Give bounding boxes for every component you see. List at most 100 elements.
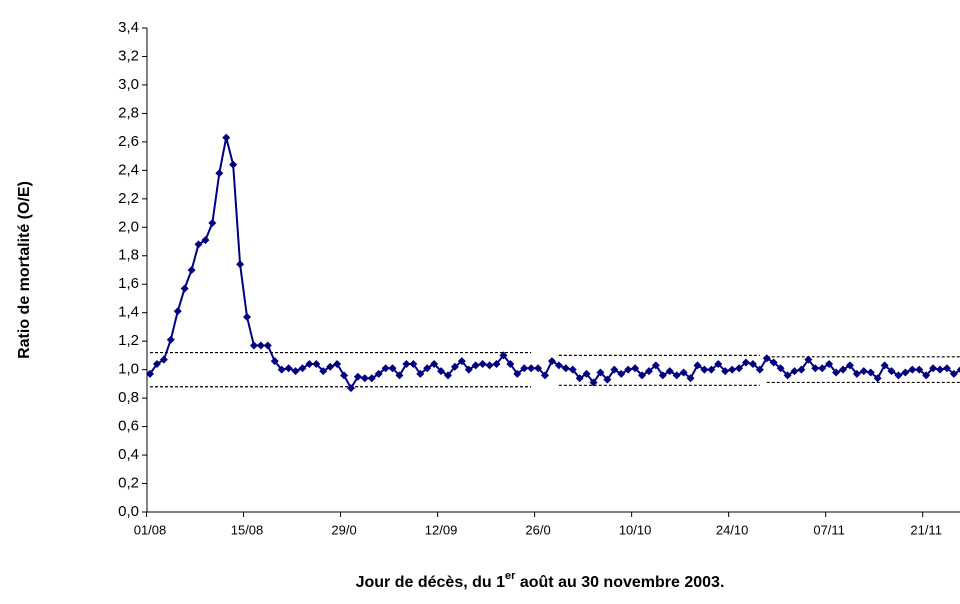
data-point [340,371,349,380]
data-point [603,375,612,384]
data-point [215,169,224,178]
data-point [360,374,369,383]
data-point [762,354,771,363]
y-tick-label: 1,8 [118,247,139,264]
data-point [346,384,355,393]
data-point [333,359,342,368]
data-point [520,364,529,373]
data-point [568,365,577,374]
data-point [929,364,938,373]
data-point [804,355,813,364]
data-point [263,341,272,350]
x-title-sup: er [505,570,516,582]
x-tick-label: 12/09 [425,522,458,537]
data-point [388,364,397,373]
x-tick-label: 21/11 [910,522,942,537]
data-point [686,374,695,383]
data-point [471,361,480,370]
data-point [679,368,688,377]
data-point [374,369,383,378]
y-tick-label: 2,8 [118,104,139,121]
data-point [936,365,945,374]
data-point [249,341,258,350]
data-point [506,359,515,368]
data-point [610,365,619,374]
data-point [201,236,210,245]
data-point [464,365,473,374]
data-point [665,367,674,376]
y-tick-label: 3,2 [118,47,139,64]
data-point [790,367,799,376]
data-point [825,359,834,368]
data-point [367,374,376,383]
data-point [845,361,854,370]
data-point [541,371,550,380]
data-point [880,361,889,370]
data-point [949,369,958,378]
data-point [194,240,203,249]
data-point [589,378,598,387]
data-point [554,361,563,370]
data-point [721,367,730,376]
data-point [741,358,750,367]
data-point [811,364,820,373]
data-point [735,364,744,373]
data-point [638,371,647,380]
data-point [631,364,640,373]
data-point [644,367,653,376]
data-point [291,367,300,376]
data-point [381,364,390,373]
data-point [818,364,827,373]
data-point [173,307,182,316]
data-point [485,361,494,370]
data-point [513,369,522,378]
data-point [596,368,605,377]
data-point [147,369,154,378]
x-tick-label: 15/08 [231,522,264,537]
data-point [492,359,501,368]
data-point [901,368,910,377]
data-point [166,335,175,344]
data-point [651,361,660,370]
x-tick-label: 07/11 [813,522,845,537]
data-point [755,365,764,374]
data-point [430,359,439,368]
data-point [707,365,716,374]
y-tick-label: 0,4 [118,446,139,463]
x-tick-label: 01/08 [134,522,167,537]
data-point [236,260,245,269]
data-point [284,364,293,373]
data-point [423,364,432,373]
data-point [478,359,487,368]
data-point [305,359,314,368]
data-point [326,362,335,371]
data-point [277,365,286,374]
y-tick-label: 1,2 [118,332,139,349]
data-point [575,374,584,383]
y-tick-label: 0,8 [118,389,139,406]
plot [147,133,960,393]
y-tick-label: 2,4 [118,161,139,178]
data-point [256,341,265,350]
data-point [859,367,868,376]
data-point [839,365,847,374]
data-point [222,133,231,142]
data-point [561,364,570,373]
data-point [402,359,411,368]
x-tick-label: 29/0 [331,522,356,537]
data-point [887,367,896,376]
data-point [443,371,452,380]
data-point [395,371,404,380]
data-point [942,364,951,373]
y-tick-label: 2,6 [118,133,139,150]
data-point [832,368,841,377]
data-point [312,359,321,368]
y-tick-label: 1,6 [118,275,139,292]
data-point [187,266,196,274]
data-point [852,369,861,378]
y-tick-label: 0,0 [118,503,139,520]
data-point [769,358,778,367]
data-point [776,364,785,373]
y-tick-label: 1,0 [118,361,139,378]
